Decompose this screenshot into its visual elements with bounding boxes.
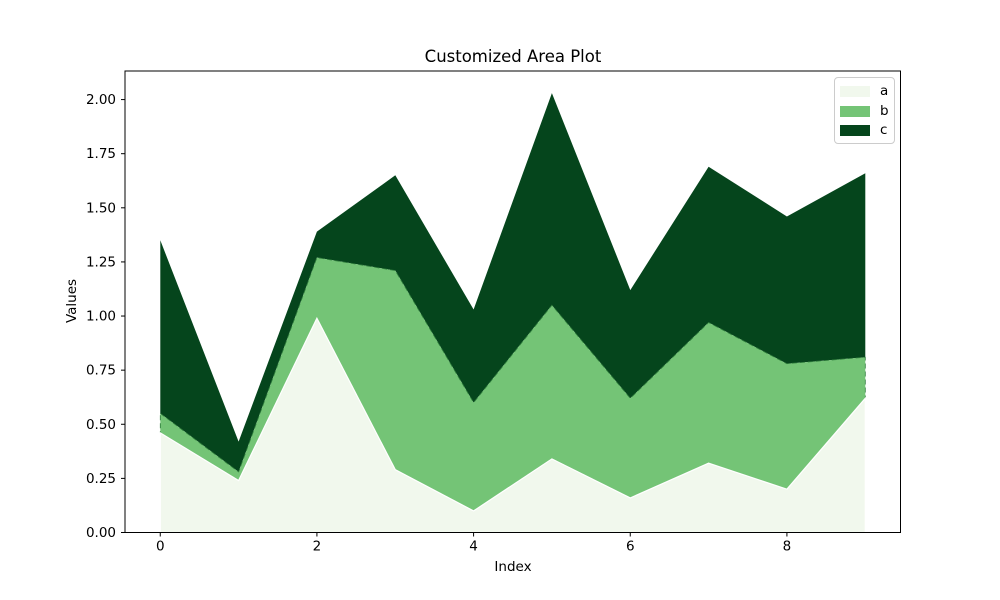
- y-tick-label-1.25: 1.25: [86, 254, 116, 270]
- x-tick-label-0: 0: [156, 539, 165, 555]
- x-axis-label: Index: [494, 559, 532, 575]
- legend-swatch-b: [840, 105, 870, 117]
- x-tick-label-2: 2: [313, 539, 322, 555]
- y-tick-label-1.00: 1.00: [86, 309, 116, 325]
- legend-swatch-a: [840, 86, 870, 97]
- legend-item-b: b: [840, 102, 889, 119]
- x-tick-label-4: 4: [469, 539, 478, 555]
- y-tick-label-2.00: 2.00: [86, 92, 116, 108]
- y-tick-label-0.25: 0.25: [86, 471, 116, 487]
- y-tick-label-1.50: 1.50: [86, 200, 116, 216]
- legend-label-a: a: [880, 83, 889, 99]
- axes-spines: [124, 70, 901, 533]
- legend-label-c: c: [880, 122, 888, 138]
- y-axis-label: Values: [64, 278, 80, 324]
- y-tick-label-0.75: 0.75: [86, 363, 116, 379]
- area-series-c: [160, 93, 866, 472]
- y-tick-label-0.50: 0.50: [86, 417, 116, 433]
- legend: a b c: [834, 77, 895, 144]
- legend-swatch-c: [840, 125, 870, 136]
- legend-label-b: b: [880, 102, 889, 119]
- y-tick-label-0.00: 0.00: [86, 525, 116, 541]
- x-tick-label-6: 6: [626, 539, 635, 555]
- chart-title: Customized Area Plot: [424, 47, 602, 66]
- legend-item-c: c: [840, 122, 889, 138]
- legend-item-a: a: [840, 83, 889, 99]
- x-tick-label-8: 8: [783, 539, 792, 555]
- y-tick-label-1.75: 1.75: [86, 146, 116, 162]
